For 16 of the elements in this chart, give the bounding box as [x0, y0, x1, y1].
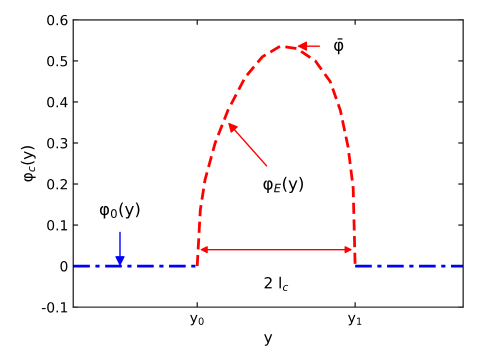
y-tick-label: 0.4 — [47, 96, 68, 108]
x-tick-label: y$_{1}$ — [348, 314, 362, 326]
y-tick-label: 0.5 — [47, 56, 68, 66]
annotation: φ$_{0}$(y) — [100, 202, 140, 219]
y-tick-label: 0.6 — [47, 14, 68, 26]
annotation: φ$_{E}$(y) — [263, 176, 303, 194]
y-axis-title: φ$_{c}$(y) — [20, 146, 36, 182]
y-tick-label: 0.3 — [47, 138, 68, 148]
x-axis-title: y — [264, 334, 272, 346]
y-tick-label: 0.2 — [47, 178, 67, 190]
annotation: 2 l$_{c}$ — [264, 276, 288, 292]
y-tick-label: 0.1 — [47, 220, 68, 231]
annotation: φ̄ — [334, 38, 344, 54]
y-tick-label: 0 — [60, 261, 68, 272]
x-tick-label: y$_{0}$ — [190, 314, 204, 326]
y-tick-label: -0.1 — [42, 302, 68, 313]
